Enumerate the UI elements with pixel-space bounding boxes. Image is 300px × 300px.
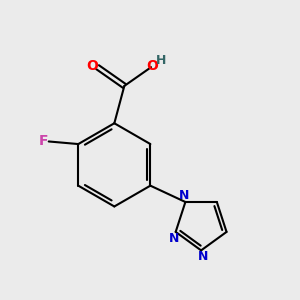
- Text: N: N: [197, 250, 208, 263]
- Text: O: O: [86, 59, 98, 73]
- Text: N: N: [169, 232, 179, 245]
- Text: N: N: [179, 189, 189, 202]
- Text: H: H: [155, 54, 166, 67]
- Text: F: F: [39, 134, 48, 148]
- Text: O: O: [147, 59, 158, 73]
